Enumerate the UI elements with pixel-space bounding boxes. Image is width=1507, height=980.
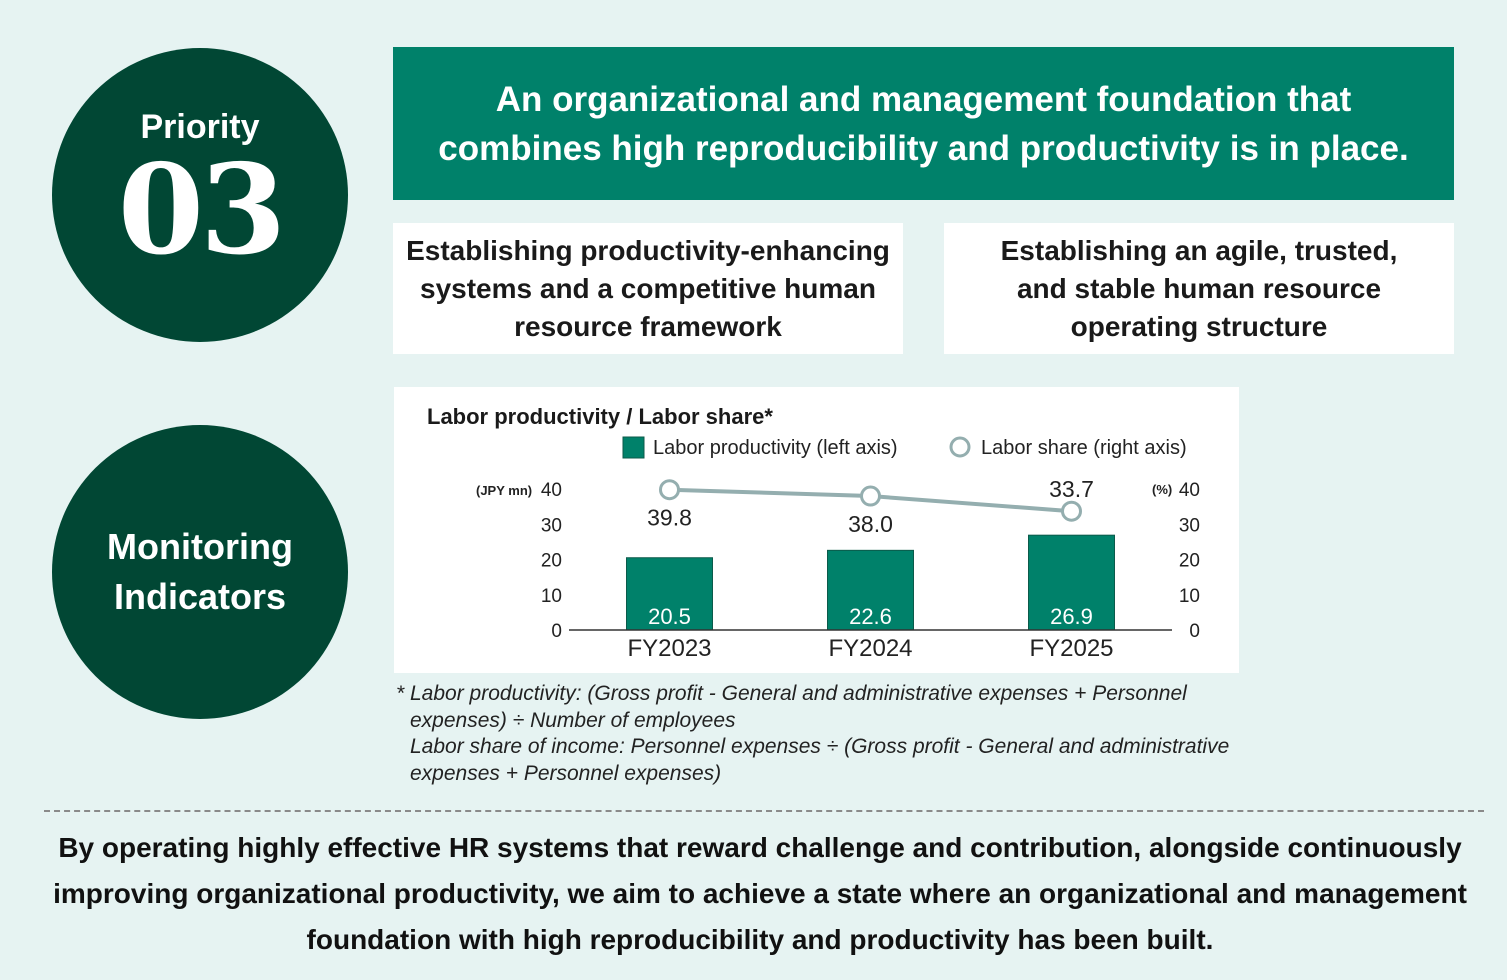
bar-value-label: 26.9 — [1050, 604, 1093, 629]
footnote-line: Labor productivity: (Gross profit - Gene… — [410, 682, 1187, 705]
point-value-label: 38.0 — [848, 511, 893, 537]
bar-labor-productivity — [1028, 534, 1115, 631]
legend-bar-swatch — [622, 436, 645, 459]
legend-line-label: Labor share (right axis) — [981, 437, 1187, 459]
chart-legend: Labor productivity (left axis) Labor sha… — [622, 436, 1187, 459]
monitoring-indicators-label: Monitoring Indicators — [107, 526, 293, 617]
point-labor-share — [1061, 500, 1082, 522]
left-axis-tick: 40 — [541, 480, 562, 501]
sub-goal-productivity: Establishing productivity-enhancing syst… — [393, 223, 903, 354]
x-axis-category-label: FY2024 — [828, 635, 912, 662]
point-labor-share — [659, 479, 680, 501]
left-axis-tick: 30 — [541, 515, 562, 536]
footnote-line: expenses) ÷ Number of employees — [410, 708, 736, 732]
footnote-line: expenses + Personnel expenses) — [410, 761, 722, 785]
right-axis-tick: 10 — [1179, 586, 1200, 607]
chart-footnote: * Labor productivity: (Gross profit - Ge… — [396, 681, 1276, 787]
x-axis-category-label: FY2025 — [1029, 635, 1113, 662]
bar-value-label: 22.6 — [849, 604, 892, 629]
priority-number: 03 — [117, 137, 287, 283]
left-axis-unit: (JPY mn) — [476, 483, 532, 498]
right-axis-tick: 30 — [1179, 515, 1200, 536]
footnote-line: Labor share of income: Personnel expense… — [410, 735, 1230, 758]
right-axis-tick: 0 — [1189, 621, 1200, 642]
right-axis-unit: (%) — [1152, 482, 1172, 497]
summary-statement: By operating highly effective HR systems… — [53, 832, 1467, 955]
priority-label: Priority — [140, 107, 260, 146]
bar-labor-productivity — [626, 557, 713, 631]
left-axis-tick: 10 — [541, 586, 562, 607]
left-axis-tick: 0 — [551, 621, 562, 642]
footnote-marker: * — [396, 682, 405, 705]
chart-panel: Labor productivity / Labor share* Labor … — [394, 387, 1239, 673]
right-axis-tick: 20 — [1179, 551, 1200, 572]
bar-value-label: 20.5 — [648, 604, 691, 629]
x-axis-category-label: FY2023 — [627, 635, 711, 662]
monitoring-indicators-badge: Monitoring Indicators — [52, 425, 348, 719]
point-value-label: 33.7 — [1049, 476, 1094, 502]
chart-title: Labor productivity / Labor share* — [427, 404, 773, 429]
labor-chart: Labor productivity / Labor share* Labor … — [427, 404, 1200, 662]
section-divider — [44, 810, 1484, 812]
legend-bar-label: Labor productivity (left axis) — [653, 437, 898, 459]
right-axis-tick: 40 — [1179, 480, 1200, 501]
priority-headline: An organizational and management foundat… — [393, 47, 1454, 200]
legend-line-swatch — [949, 436, 971, 458]
left-axis-tick: 20 — [541, 551, 562, 572]
sub-goal-operating-structure: Establishing an agile, trusted, and stab… — [944, 223, 1454, 354]
bar-labor-productivity — [827, 549, 914, 631]
priority-badge: Priority 03 — [52, 48, 348, 342]
point-labor-share — [860, 485, 881, 507]
point-value-label: 39.8 — [647, 505, 692, 531]
